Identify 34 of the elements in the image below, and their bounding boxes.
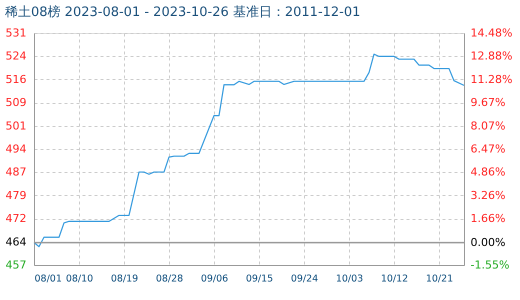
y2-tick-label: 3.26% xyxy=(470,188,506,202)
y2-tick-label: -1.55% xyxy=(470,258,510,272)
y-tick-label: 524 xyxy=(6,50,26,63)
x-tick-label: 09/15 xyxy=(246,274,274,284)
line-series xyxy=(33,54,465,248)
y2-tick-label: 4.86% xyxy=(470,166,506,179)
y2-tick-label: 6.47% xyxy=(470,142,506,156)
x-tick-label: 10/12 xyxy=(380,274,408,284)
y-tick-label: 501 xyxy=(6,119,26,132)
x-tick-label: 08/01 xyxy=(34,274,62,284)
x-tick-label: 09/24 xyxy=(290,274,318,284)
y-tick-label: 457 xyxy=(6,258,26,272)
x-tick-label: 08/19 xyxy=(110,274,138,284)
y2-tick-label: 8.07% xyxy=(470,119,506,132)
y-tick-label: 494 xyxy=(6,142,26,156)
x-tick-label: 09/06 xyxy=(200,274,228,284)
y-tick-label: 464 xyxy=(6,235,26,248)
y2-tick-label: 0.00% xyxy=(470,236,506,250)
y-tick-label: 509 xyxy=(6,96,26,110)
chart-title: 稀土08榜 2023-08-01 - 2023-10-26 基准日：2011-12-01 xyxy=(5,5,360,20)
y2-tick-label: 12.88% xyxy=(470,50,512,63)
y-tick-label: 479 xyxy=(6,188,26,202)
y2-tick-label: 14.48% xyxy=(470,26,512,40)
y-tick-label: 531 xyxy=(6,26,26,40)
y2-tick-label: 1.66% xyxy=(470,212,506,226)
y-tick-label: 516 xyxy=(6,72,26,86)
x-tick-label: 10/21 xyxy=(426,274,454,284)
y2-tick-label: 9.67% xyxy=(470,96,506,110)
y-tick-label: 487 xyxy=(6,166,26,179)
x-tick-label: 10/03 xyxy=(336,274,364,284)
y2-tick-label: 11.28% xyxy=(470,72,512,86)
y-tick-label: 472 xyxy=(6,212,26,226)
x-tick-label: 08/28 xyxy=(156,274,184,284)
x-tick-label: 08/10 xyxy=(66,274,94,284)
